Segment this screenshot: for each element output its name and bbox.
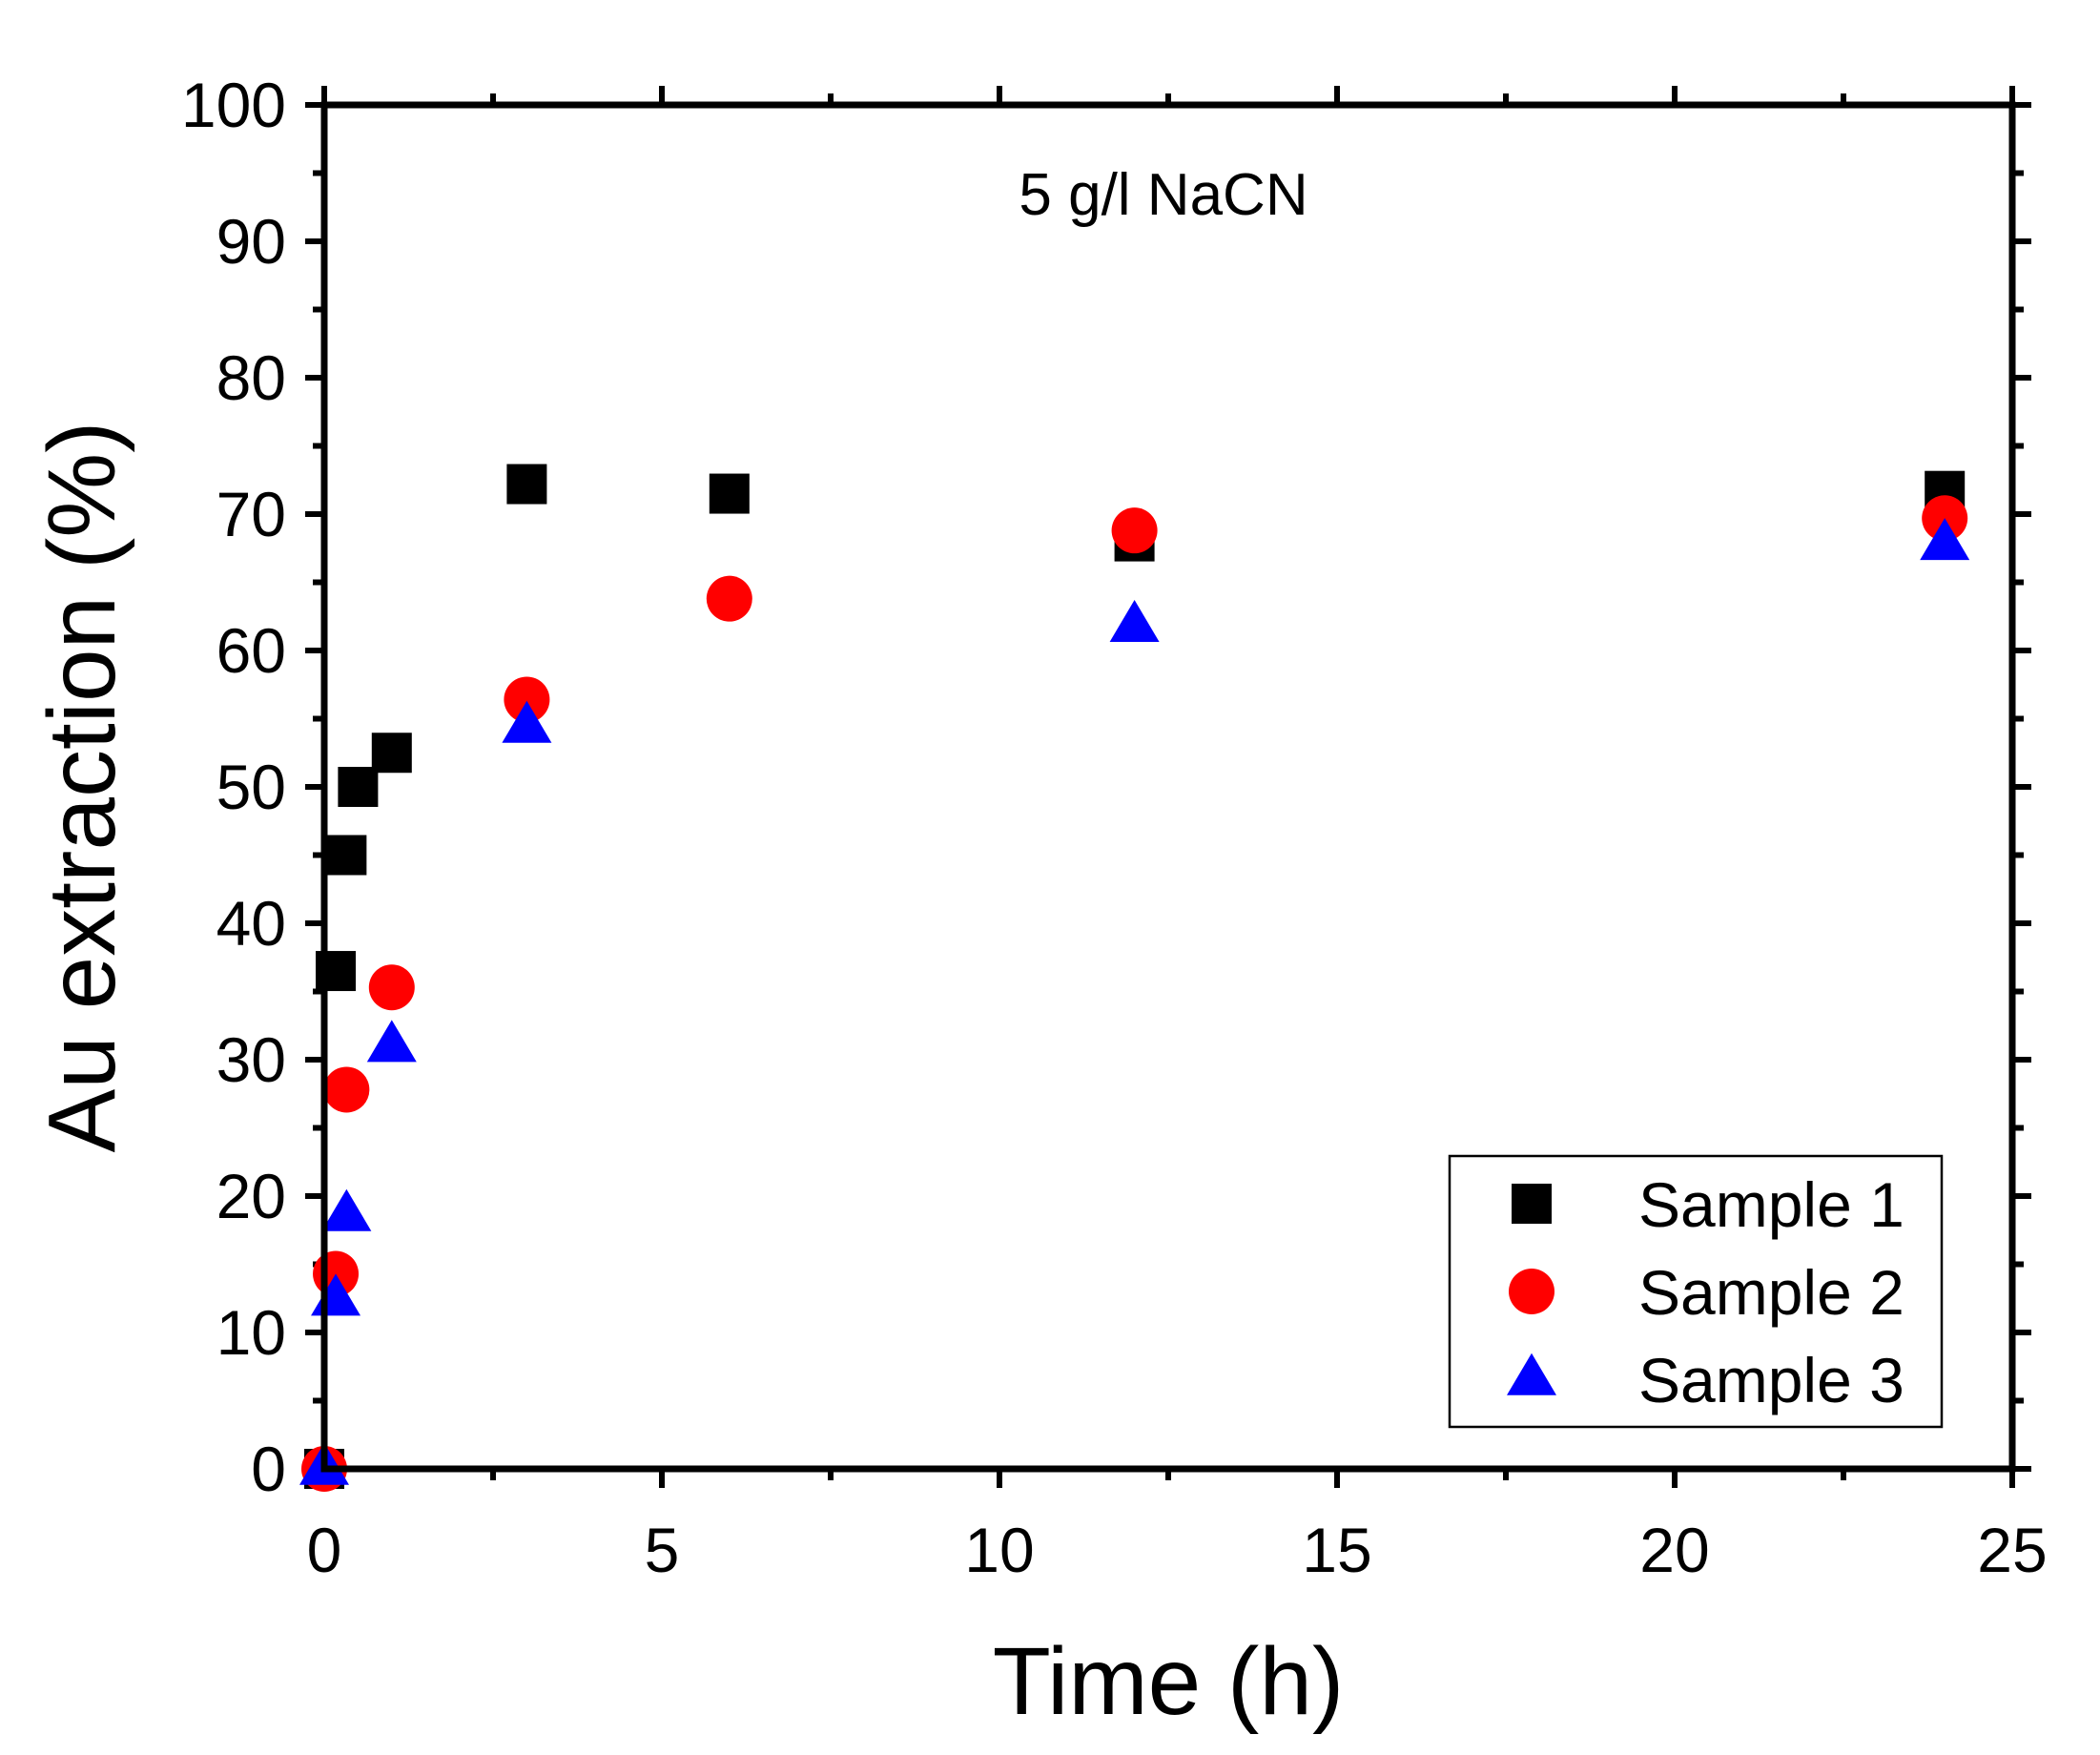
legend-marker-sample-2 [1509, 1269, 1554, 1314]
data-point-sample-3 [502, 700, 552, 743]
plot-frame [320, 101, 2016, 1473]
legend-label-sample-3: Sample 3 [1638, 1345, 1904, 1415]
data-point-sample-2 [323, 1066, 370, 1113]
data-point-sample-2 [504, 676, 550, 723]
y-tick-label: 100 [181, 70, 286, 140]
data-point-sample-1 [506, 464, 547, 505]
y-tick-label: 10 [216, 1297, 286, 1368]
x-tick-label: 5 [645, 1515, 680, 1585]
x-axis-title: Time (h) [993, 1628, 1345, 1735]
x-tick-label: 10 [964, 1515, 1034, 1585]
data-point-sample-1 [338, 767, 379, 807]
y-tick-label: 0 [251, 1434, 286, 1504]
y-tick-label: 20 [216, 1161, 286, 1231]
legend-marker-sample-1 [1512, 1184, 1552, 1224]
x-tick-label: 15 [1302, 1515, 1371, 1585]
data-point-sample-3 [321, 1188, 372, 1231]
legend-marker-sample-3 [1507, 1352, 1556, 1395]
data-point-sample-1 [326, 835, 367, 876]
y-tick-labels: 0 10 20 30 40 50 60 70 80 90 100 [181, 70, 286, 1504]
data-point-sample-3 [1920, 518, 1970, 561]
data-point-sample-2 [368, 964, 415, 1011]
x-tick-label: 20 [1639, 1515, 1709, 1585]
legend-label-sample-2: Sample 2 [1638, 1257, 1904, 1328]
y-tick-label: 70 [216, 479, 286, 549]
data-point-sample-2 [706, 575, 752, 622]
legend-label-sample-1: Sample 1 [1638, 1169, 1904, 1240]
y-axis-title: Au extraction (%) [29, 422, 135, 1153]
y-tick-label: 50 [216, 752, 286, 822]
x-tick-label: 25 [1977, 1515, 2047, 1585]
x-tick-labels: 0 5 10 15 20 25 [307, 1515, 2048, 1585]
data-point-sample-3 [366, 1020, 417, 1063]
chart-annotation: 5 g/l NaCN [1019, 162, 1307, 228]
y-tick-label: 80 [216, 342, 286, 413]
y-tick-label: 60 [216, 615, 286, 686]
data-point-sample-1 [709, 473, 750, 514]
y-tick-label: 90 [216, 206, 286, 277]
legend: Sample 1 Sample 2 Sample 3 [1448, 1154, 1944, 1429]
x-tick-label: 0 [307, 1515, 342, 1585]
data-point-sample-3 [1109, 599, 1160, 642]
data-point-sample-2 [1111, 507, 1158, 554]
data-point-sample-1 [371, 733, 412, 774]
y-tick-label: 30 [216, 1024, 286, 1095]
y-tick-label: 40 [216, 888, 286, 959]
